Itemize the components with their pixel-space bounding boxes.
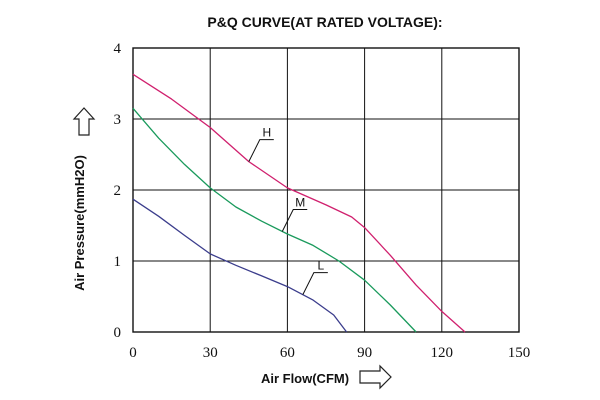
y-tick-label: 0	[114, 325, 122, 341]
callout-leader-h	[248, 139, 274, 162]
x-tick-label: 120	[431, 345, 454, 361]
x-tick-label: 150	[508, 345, 531, 361]
series-line-m	[132, 107, 417, 333]
x-axis-label: Air Flow(CFM)	[261, 371, 349, 386]
x-tick-label: 90	[357, 345, 372, 361]
y-tick-label: 2	[114, 183, 122, 199]
x-tick-label: 60	[280, 345, 295, 361]
y-tick-label: 4	[114, 41, 122, 57]
tick-labels: 0 30 60 90 120 150 0 1 2 3 4	[114, 41, 531, 361]
series-line-l	[132, 198, 348, 333]
callout-leader-m	[281, 208, 308, 232]
grid	[132, 47, 520, 333]
series-label-l: L	[317, 259, 324, 273]
y-tick-label: 1	[114, 254, 122, 270]
series-callouts: H M L	[248, 126, 328, 295]
series-label-m: M	[295, 195, 305, 209]
right-arrow-icon	[359, 364, 392, 390]
callout-leader-l	[302, 272, 328, 295]
x-tick-label: 0	[129, 345, 137, 361]
up-arrow-icon	[72, 107, 96, 136]
y-tick-label: 3	[114, 112, 122, 128]
x-tick-label: 30	[203, 345, 218, 361]
y-axis-label: Air Pressure(mmH2O)	[72, 155, 87, 291]
series-line-h	[132, 73, 466, 333]
chart-title: P&Q CURVE(AT RATED VOLTAGE):	[207, 14, 442, 30]
curves	[132, 73, 466, 333]
series-label-h: H	[262, 126, 271, 140]
